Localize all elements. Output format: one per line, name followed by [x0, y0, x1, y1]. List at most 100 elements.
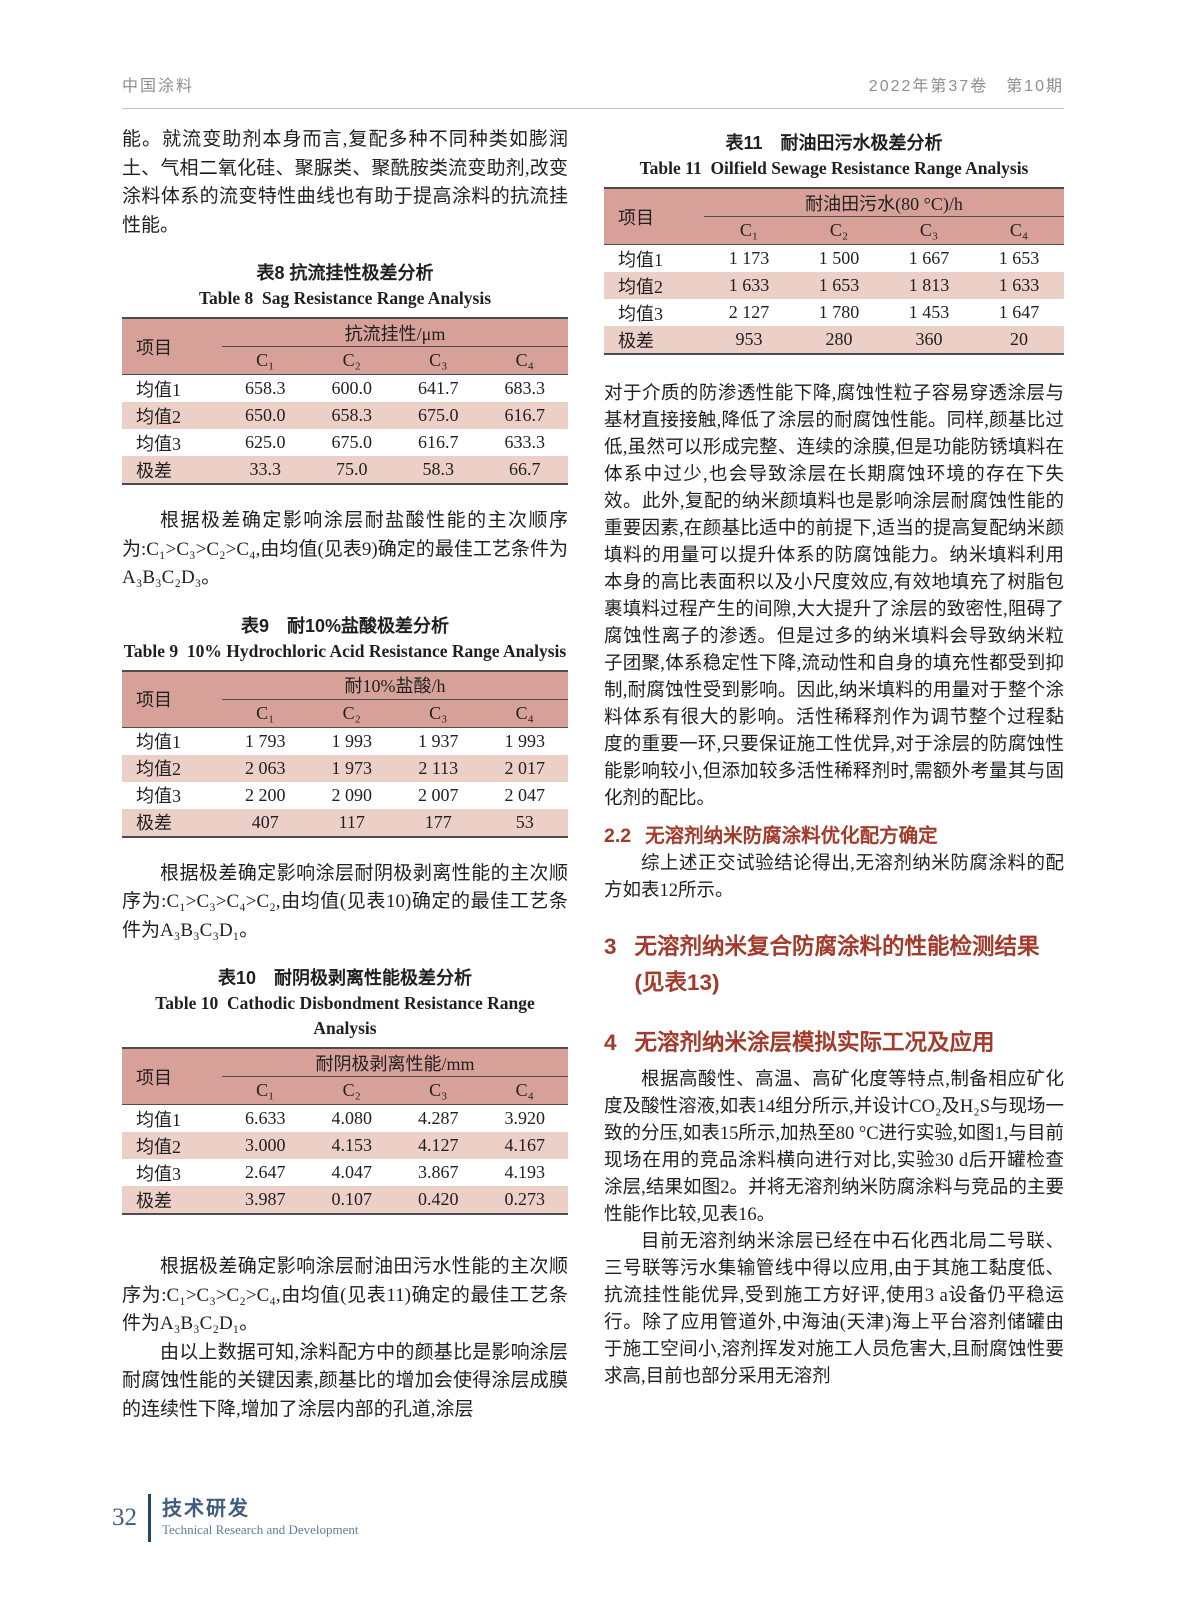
cell: 2.647 — [245, 1162, 286, 1182]
section-4-heading: 4 无溶剂纳米涂层模拟实际工况及应用 — [604, 1025, 1064, 1061]
footer-section-en: Technical Research and Development — [162, 1522, 359, 1537]
row-label: 均值3 — [136, 1163, 181, 1184]
table10-header-row2: C₁ C₂ C₃ C₄ — [122, 1076, 568, 1105]
cell: 658.3 — [308, 402, 395, 429]
table9-block: 表9 耐10%盐酸极差分析 Table 9 10% Hydrochloric A… — [122, 613, 568, 838]
row-label: 极差 — [122, 456, 222, 484]
row-label: 均值1 — [136, 732, 181, 752]
cell: 2 017 — [481, 754, 568, 782]
cell: 650.0 — [222, 402, 309, 429]
table9-measure-header: 耐10%盐酸/h — [222, 670, 568, 700]
table8: 项目 抗流挂性/μm C₁ C₂ C₃ C₄ 均值1 6 — [122, 317, 568, 485]
cell: 1 973 — [308, 754, 395, 782]
row-label: 均值3 — [136, 433, 181, 454]
table-row: 均值3 2.647 4.047 3.867 4.193 — [122, 1159, 568, 1186]
table9-caption-en: Table 9 10% Hydrochloric Acid Resistance… — [123, 640, 567, 661]
page-header: 中国涂料 2022年第37卷 第10期 — [122, 72, 1064, 109]
cell: 1 937 — [418, 730, 459, 751]
cell: 2 090 — [331, 784, 373, 805]
paragraph-after-table10: 根据极差确定影响涂层耐油田污水性能的主次顺序为:C₁>C₃>C₂>C₄,由均值(… — [122, 1256, 568, 1334]
section-number: 3 — [604, 934, 617, 959]
cell: 1 500 — [818, 248, 860, 268]
row-label: 极差 — [122, 1186, 222, 1214]
cell: 2 127 — [728, 302, 770, 322]
table11-measure-header: 耐油田污水(80 °C)/h — [704, 188, 1064, 217]
cell: 4.080 — [331, 1108, 373, 1128]
table9-caption-cn: 表9 耐10%盐酸极差分析 — [240, 615, 450, 636]
table8-item-header: 项目 — [122, 318, 222, 375]
table-row: 极差 3.987 0.107 0.420 0.273 — [122, 1186, 568, 1214]
cell: 1 793 — [245, 730, 286, 751]
footer-section-cn: 技术研发 — [162, 1498, 250, 1520]
table10-col-c1: C₁ — [222, 1076, 309, 1105]
row-label: 极差 — [604, 326, 704, 354]
cell: 4.127 — [395, 1132, 482, 1159]
cell: 616.7 — [418, 432, 459, 452]
cell: 3.920 — [504, 1108, 546, 1128]
section-title: 无溶剂纳米防腐涂料优化配方确定 — [645, 825, 938, 847]
cell: 658.3 — [245, 378, 286, 398]
table-row: 均值1 1 793 1 993 1 937 1 993 — [122, 727, 568, 755]
table10-col-c2: C₂ — [308, 1076, 395, 1105]
row-label: 均值1 — [618, 249, 663, 270]
table9-col-c2: C₂ — [308, 699, 395, 728]
table8-header-row2: C₁ C₂ C₃ C₄ — [122, 346, 568, 375]
section-number: 4 — [604, 1030, 617, 1055]
table9-col-c1: C₁ — [222, 699, 309, 728]
table8-header-row1: 项目 抗流挂性/μm — [122, 318, 568, 375]
table11-col-c2: C₂ — [794, 216, 884, 245]
cell: 58.3 — [395, 456, 482, 484]
cell: 20 — [974, 326, 1064, 354]
right-column: 表11 耐油田污水极差分析 Table 11 Oilfield Sewage R… — [604, 126, 1064, 1424]
paragraph-formula: 综上述正交试验结论得出,无溶剂纳米防腐涂料的配方如表12所示。 — [604, 854, 1064, 901]
table11: 项目 耐油田污水(80 °C)/h C₁ C₂ C₃ C₄ 均值1 — [604, 187, 1064, 355]
cell: 1 173 — [728, 248, 770, 268]
cell: 1 453 — [908, 302, 950, 322]
table10-header-row1: 项目 耐阴极剥离性能/mm — [122, 1048, 568, 1105]
journal-title: 中国涂料 — [122, 78, 195, 95]
table11-caption-cn: 表11 耐油田污水极差分析 — [725, 133, 943, 153]
table11-header-row1: 项目 耐油田污水(80 °C)/h — [604, 188, 1064, 245]
table-row: 均值2 650.0 658.3 675.0 616.7 — [122, 402, 568, 429]
cell: 1 653 — [794, 272, 884, 299]
table10: 项目 耐阴极剥离性能/mm C₁ C₂ C₃ C₄ 均值1 — [122, 1047, 568, 1215]
table8-caption-en: Table 8 Sag Resistance Range Analysis — [198, 288, 492, 308]
table10-measure-header: 耐阴极剥离性能/mm — [222, 1048, 568, 1077]
table8-col-c4: C₄ — [481, 346, 568, 375]
page-footer: 32 技术研发 Technical Research and Developme… — [112, 1494, 359, 1542]
table9-header-row1: 项目 耐10%盐酸/h — [122, 670, 568, 728]
table-row: 均值3 625.0 675.0 616.7 633.3 — [122, 429, 568, 456]
cell: 4.047 — [331, 1162, 373, 1182]
footer-section: 技术研发 Technical Research and Development — [162, 1497, 359, 1539]
cell: 66.7 — [481, 456, 568, 484]
cell: 633.3 — [504, 432, 546, 452]
issue-info: 2022年第37卷 第10期 — [868, 78, 1064, 95]
table10-col-c3: C₃ — [395, 1076, 482, 1105]
row-label: 均值2 — [122, 754, 222, 782]
table8-col-c2: C₂ — [308, 346, 395, 375]
cell: 3.867 — [418, 1162, 459, 1182]
cell: 2 113 — [395, 754, 482, 782]
paragraph-application: 目前无溶剂纳米涂层已经在中石化西北局二号联、三号联等污水集输管线中得以应用,由于… — [604, 1232, 1064, 1387]
cell: 2 200 — [245, 784, 286, 805]
table-row: 均值2 3.000 4.153 4.127 4.167 — [122, 1132, 568, 1159]
paragraph-intro: 能。就流变助剂本身而言,复配多种不同种类如膨润土、气相二氧化硅、聚脲类、聚酰胺类… — [122, 129, 568, 236]
table-row: 极差 33.3 75.0 58.3 66.7 — [122, 456, 568, 484]
table8-col-c1: C₁ — [222, 346, 309, 375]
table-row: 极差 953 280 360 20 — [604, 326, 1064, 354]
section-2-2-heading: 2.2 无溶剂纳米防腐涂料优化配方确定 — [604, 821, 1064, 851]
cell: 1 813 — [884, 272, 974, 299]
cell: 0.273 — [481, 1186, 568, 1214]
row-label: 均值3 — [136, 786, 181, 806]
table-row: 均值3 2 127 1 780 1 453 1 647 — [604, 299, 1064, 326]
table9-col-c4: C₄ — [481, 699, 568, 728]
cell: 407 — [222, 808, 309, 837]
cell: 177 — [395, 808, 482, 837]
table11-block: 表11 耐油田污水极差分析 Table 11 Oilfield Sewage R… — [604, 130, 1064, 355]
cell: 1 633 — [974, 272, 1064, 299]
table9-col-c3: C₃ — [395, 699, 482, 728]
two-column-body: 能。就流变助剂本身而言,复配多种不同种类如膨润土、气相二氧化硅、聚脲类、聚酰胺类… — [122, 126, 1064, 1424]
table10-block: 表10 耐阴极剥离性能极差分析 Table 10 Cathodic Disbon… — [122, 965, 568, 1215]
cell: 1 667 — [908, 248, 950, 268]
table9: 项目 耐10%盐酸/h C₁ C₂ C₃ C₄ 均值1 — [122, 669, 568, 838]
